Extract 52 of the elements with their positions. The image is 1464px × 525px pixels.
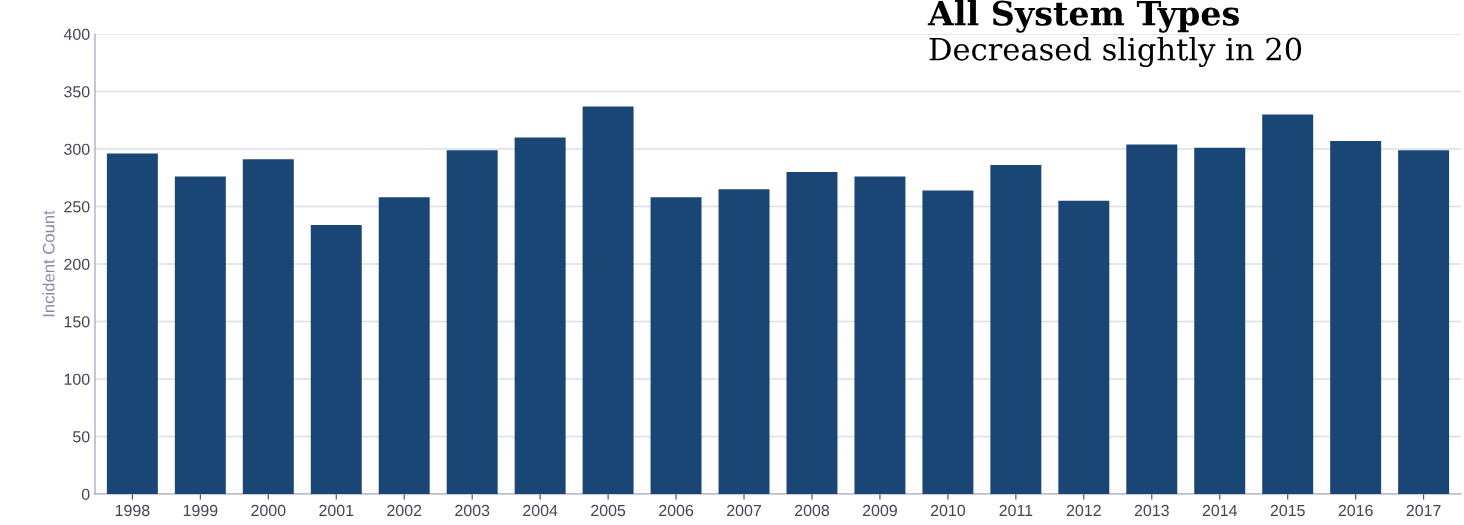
- x-tick-label: 2001: [319, 504, 354, 517]
- x-tick-label: 2006: [659, 504, 694, 517]
- bar: [1058, 200, 1110, 494]
- bar: [378, 197, 430, 494]
- x-tick-label: 2011: [999, 504, 1033, 517]
- x-tick-label: 2015: [1270, 504, 1305, 517]
- bar: [242, 159, 294, 494]
- x-tick-label: 2005: [591, 504, 626, 517]
- bar: [718, 189, 770, 494]
- y-tick-label: 150: [64, 316, 90, 328]
- bar: [514, 137, 566, 494]
- bar: [650, 197, 702, 494]
- bar: [310, 224, 362, 494]
- y-tick-label: 300: [64, 143, 90, 155]
- bar: [1126, 144, 1178, 494]
- x-tick-label: 2003: [455, 504, 490, 517]
- bar: [1398, 150, 1450, 494]
- y-tick-label: 100: [64, 373, 90, 385]
- y-tick-label: 200: [64, 258, 90, 270]
- bar: [174, 176, 226, 494]
- x-tick-label: 1998: [115, 504, 150, 517]
- x-tick-label: 1999: [183, 504, 218, 517]
- bar: [1330, 140, 1382, 494]
- bar: [922, 190, 974, 494]
- x-tick-label: 2010: [930, 504, 966, 517]
- x-tick-label: 2013: [1134, 504, 1169, 517]
- x-tick-label: 2002: [387, 504, 422, 517]
- bar: [990, 165, 1042, 494]
- x-tick-label: 2008: [795, 504, 830, 517]
- x-tick-label: 2016: [1338, 504, 1373, 517]
- y-axis-title: Incident Count: [42, 210, 55, 317]
- bar: [446, 150, 498, 494]
- bar: [1262, 114, 1314, 494]
- bar: [854, 176, 906, 494]
- x-tick-label: 2000: [251, 504, 286, 517]
- y-tick-label: 50: [73, 431, 90, 443]
- x-tick-label: 2007: [727, 504, 761, 517]
- chart-title: All System Types: [927, 0, 1239, 33]
- y-tick-label: 0: [81, 488, 90, 500]
- bar: [1194, 147, 1246, 494]
- y-tick-label: 350: [64, 86, 90, 98]
- x-tick-label: 2017: [1406, 504, 1441, 517]
- x-tick-label: 2012: [1066, 504, 1101, 517]
- x-tick-label: 2004: [523, 504, 558, 517]
- x-tick-label: 2014: [1202, 504, 1238, 517]
- bar: [582, 106, 634, 494]
- bar: [786, 172, 838, 494]
- chart-subtitle: Decreased slightly in 20: [929, 37, 1302, 67]
- x-tick-label: 2009: [862, 504, 897, 517]
- y-tick-label: 400: [63, 28, 90, 40]
- bar: [106, 153, 158, 494]
- y-tick-label: 250: [64, 201, 90, 213]
